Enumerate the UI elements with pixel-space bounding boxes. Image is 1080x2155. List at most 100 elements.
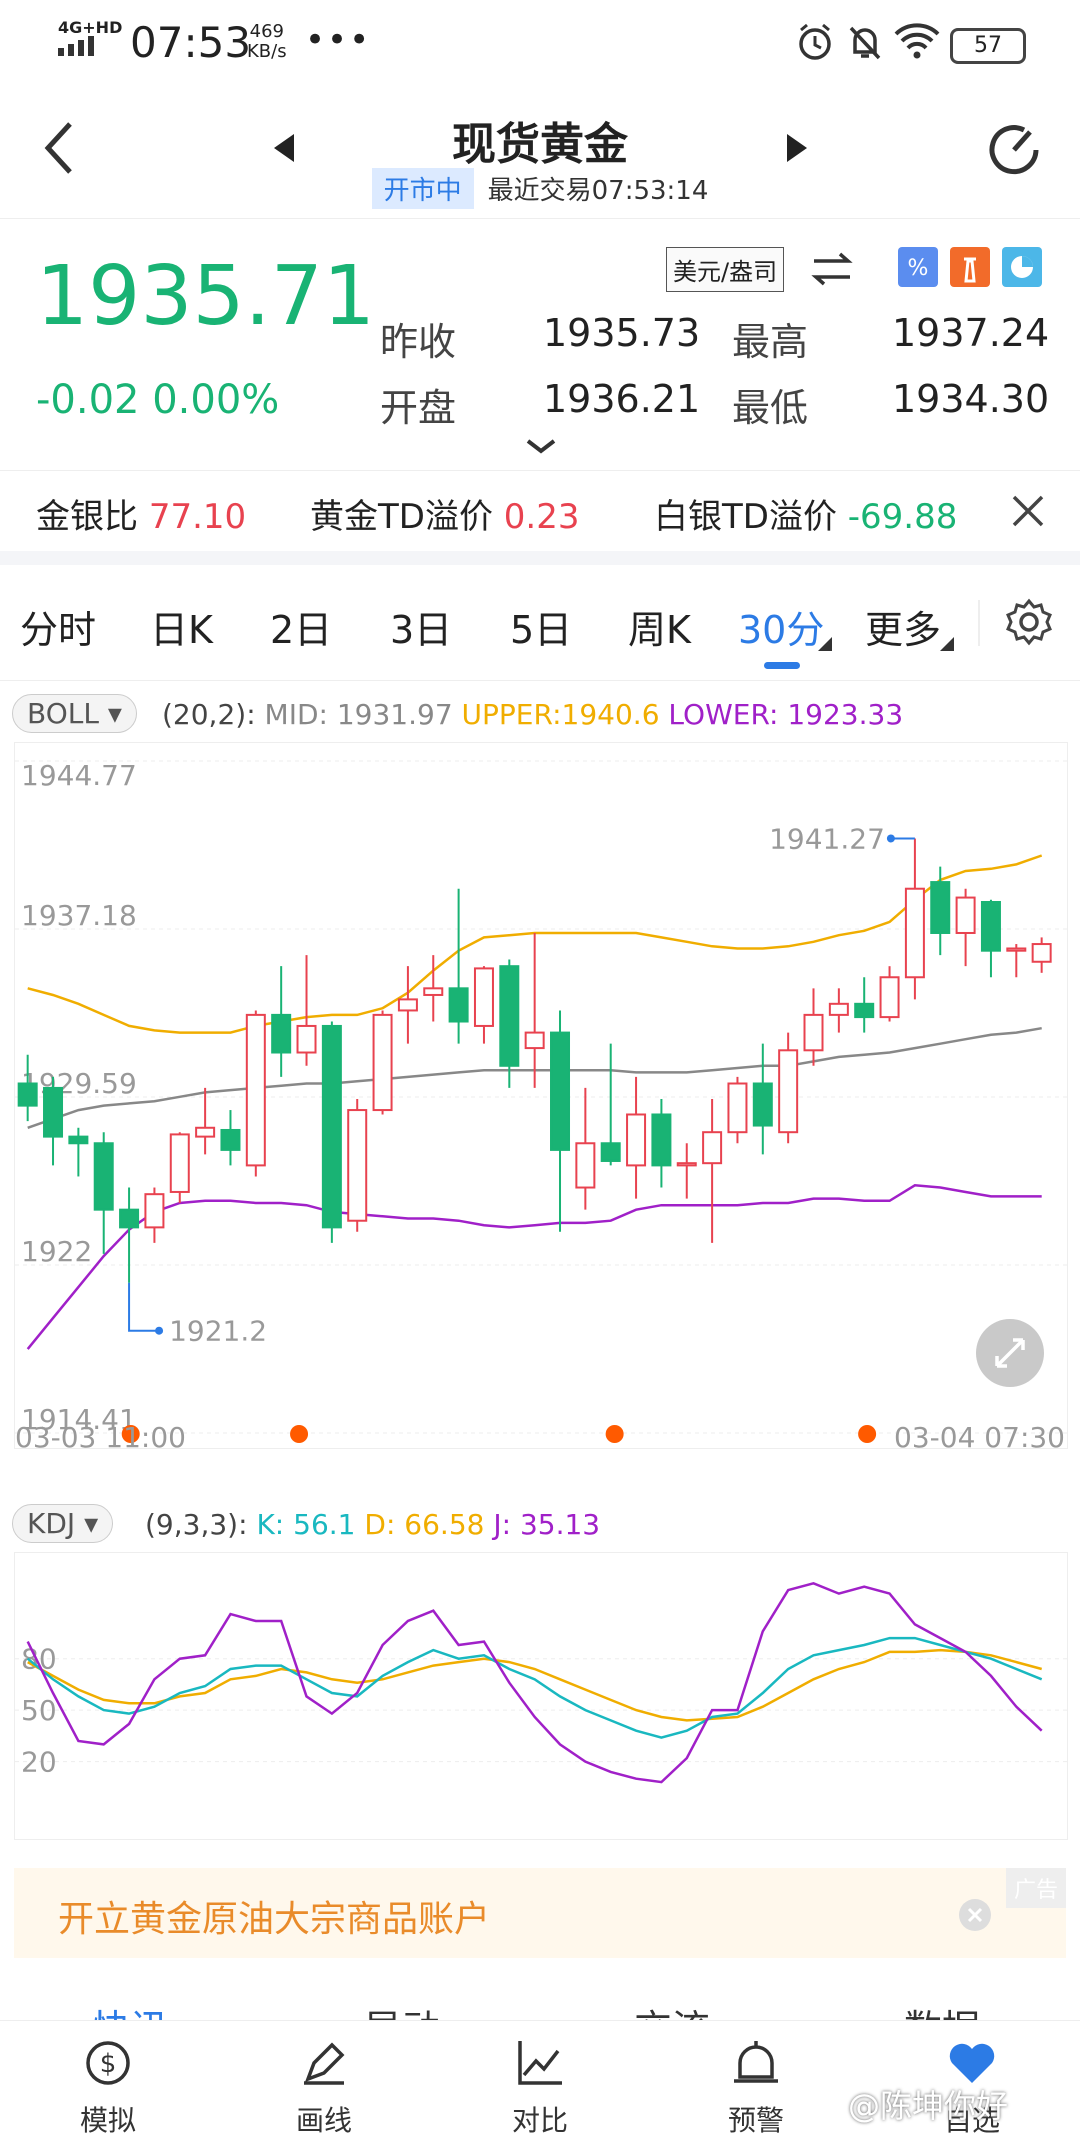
next-instrument-icon[interactable] bbox=[785, 132, 809, 164]
status-time: 07:53 bbox=[130, 18, 252, 67]
heart-icon bbox=[949, 2043, 995, 2083]
candle-body bbox=[626, 1113, 647, 1167]
kdj-y-tick: 50 bbox=[21, 1694, 57, 1727]
kdj-svg[interactable]: 80 50 20 bbox=[15, 1553, 1067, 1839]
nav-draw[interactable]: 画线 bbox=[264, 2035, 384, 2139]
event-marker bbox=[858, 1425, 877, 1443]
high-value: 1937.24 bbox=[892, 311, 1050, 355]
tab-movement[interactable]: 异动 bbox=[364, 1998, 440, 2020]
tab-2day[interactable]: 2日 bbox=[270, 608, 333, 652]
min-price-label: 1921.2 bbox=[169, 1315, 267, 1348]
ad-banner[interactable]: 开立黄金原油大宗商品账户 广告 bbox=[14, 1868, 1066, 1958]
unit-label[interactable]: 美元/盎司 bbox=[666, 247, 785, 292]
kdj-y-tick: 20 bbox=[21, 1746, 57, 1779]
candle-body bbox=[778, 1049, 799, 1134]
max-price-label: 1941.27 bbox=[769, 822, 885, 855]
candle-body bbox=[727, 1082, 748, 1134]
tab-weekly[interactable]: 周K bbox=[628, 608, 691, 652]
candle-body bbox=[448, 987, 469, 1023]
candle-body bbox=[245, 1013, 266, 1167]
wifi-icon bbox=[894, 23, 940, 59]
battery-indicator: 57 bbox=[950, 28, 1026, 64]
ad-tag: 广告 bbox=[1005, 1868, 1066, 1908]
candle-body bbox=[473, 967, 494, 1027]
boll-lower-line bbox=[26, 1184, 1042, 1350]
tab-separator bbox=[978, 600, 980, 646]
expand-chevron-icon[interactable] bbox=[524, 437, 558, 457]
bottom-nav: $ 模拟 画线 对比 预警 自选 @陈坤你好 bbox=[0, 2020, 1080, 2155]
candle-body bbox=[17, 1082, 38, 1107]
candle-body bbox=[904, 887, 925, 979]
kdj-values: (9,3,3): K: 56.1 D: 66.58 J: 35.13 bbox=[145, 1508, 601, 1541]
tab-flash-news[interactable]: 快讯 bbox=[92, 1998, 168, 2020]
candle-body bbox=[1006, 947, 1027, 952]
x-end-label: 03-04 07:30 bbox=[894, 1421, 1065, 1448]
kdj-k-line bbox=[26, 1636, 1043, 1739]
candle-body bbox=[1031, 943, 1052, 963]
candlestick-svg[interactable]: 1944.77 1937.18 1929.59 1922 1914.41 1941.27 1… bbox=[15, 743, 1067, 1454]
signal-icon: 4G+HD bbox=[58, 20, 122, 59]
nav-watchlist[interactable]: 自选 bbox=[912, 2035, 1032, 2139]
high-label: 最高 bbox=[732, 320, 809, 364]
kdj-y-tick: 80 bbox=[21, 1643, 57, 1676]
tab-3day[interactable]: 3日 bbox=[390, 608, 453, 652]
gear-icon[interactable] bbox=[1004, 597, 1054, 647]
tab-data[interactable]: 数据 bbox=[904, 1998, 980, 2020]
tab-discussion[interactable]: 交流 bbox=[634, 1998, 710, 2020]
x-start-label: 03-03 11:00 bbox=[15, 1421, 186, 1448]
candle-body bbox=[524, 1031, 545, 1050]
candle-body bbox=[119, 1208, 140, 1229]
max-marker-dot bbox=[886, 834, 895, 843]
nav-simulate[interactable]: $ 模拟 bbox=[48, 2035, 168, 2139]
tab-5day[interactable]: 5日 bbox=[510, 608, 573, 652]
tab-daily[interactable]: 日K bbox=[150, 608, 213, 652]
candle-body bbox=[980, 900, 1001, 952]
candle-body bbox=[296, 1024, 317, 1054]
gold-td-premium: 黄金TD溢价 0.23 bbox=[310, 497, 580, 537]
candle-body bbox=[828, 1002, 849, 1016]
alarm-bell-icon bbox=[734, 2041, 778, 2083]
back-arrow-icon[interactable] bbox=[40, 118, 80, 178]
svg-text:%: % bbox=[908, 256, 929, 281]
prev-instrument-icon[interactable] bbox=[272, 132, 296, 164]
tab-30min[interactable]: 30分 bbox=[738, 608, 825, 652]
candle-body bbox=[550, 1031, 571, 1151]
network-speed: 469 KB/s bbox=[247, 21, 287, 62]
indicator-select-boll[interactable]: BOLL ▾ bbox=[12, 694, 137, 733]
lighthouse-icon[interactable] bbox=[950, 247, 990, 287]
boll-values: (20,2): MID: 1931.97 UPPER:1940.6 LOWER:… bbox=[162, 698, 904, 731]
active-tab-indicator bbox=[764, 662, 800, 669]
refresh-icon[interactable] bbox=[982, 118, 1046, 182]
candle-body bbox=[879, 976, 900, 1019]
current-price: 1935.71 bbox=[36, 249, 376, 344]
candle-body bbox=[676, 1162, 697, 1167]
mute-bell-icon bbox=[849, 26, 881, 60]
ad-close-icon[interactable] bbox=[958, 1898, 992, 1932]
kdj-j-line bbox=[26, 1581, 1043, 1784]
swap-icon[interactable] bbox=[810, 249, 854, 289]
tab-intraday[interactable]: 分时 bbox=[20, 608, 97, 652]
close-icon[interactable] bbox=[1010, 493, 1046, 529]
candle-body bbox=[43, 1086, 64, 1138]
nav-compare[interactable]: 对比 bbox=[480, 2035, 600, 2139]
min-marker-dot bbox=[155, 1326, 164, 1335]
ad-text[interactable]: 开立黄金原油大宗商品账户 bbox=[58, 1899, 491, 1940]
tab-more[interactable]: 更多 bbox=[865, 608, 942, 652]
candle-body bbox=[930, 881, 951, 934]
pie-chart-icon[interactable] bbox=[1002, 247, 1042, 287]
candle-body bbox=[955, 896, 976, 934]
silver-td-premium: 白银TD溢价 -69.88 bbox=[654, 497, 958, 537]
candle-body bbox=[423, 987, 444, 996]
candle-body bbox=[372, 1013, 393, 1112]
indicator-select-kdj[interactable]: KDJ ▾ bbox=[12, 1504, 114, 1543]
candlestick-chart[interactable]: 1944.77 1937.18 1929.59 1922 1914.41 1941.27 1… bbox=[14, 742, 1068, 1454]
event-marker bbox=[605, 1425, 624, 1443]
quote-panel: 1935.71 -0.02 0.00% 美元/盎司 % 昨收 1935.73 最… bbox=[0, 218, 1080, 471]
candle-body bbox=[169, 1133, 190, 1193]
nav-alert[interactable]: 预警 bbox=[696, 2035, 816, 2139]
more-dots-icon: ••• bbox=[305, 20, 372, 60]
calculator-icon[interactable]: % bbox=[898, 247, 938, 287]
candle-body bbox=[651, 1113, 672, 1167]
kdj-chart[interactable]: 80 50 20 bbox=[14, 1552, 1068, 1840]
fullscreen-icon[interactable] bbox=[975, 1318, 1045, 1388]
